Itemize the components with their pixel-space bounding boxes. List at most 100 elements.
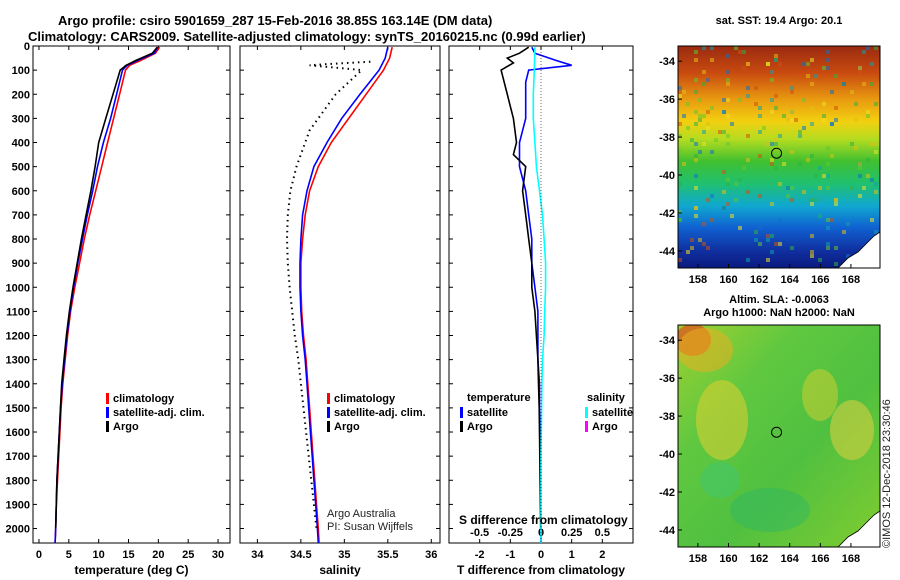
sst-pixel bbox=[826, 246, 830, 250]
sst-pixel bbox=[866, 158, 870, 162]
legend-swatch-s-argo bbox=[585, 421, 588, 432]
sst-pixel bbox=[846, 254, 850, 258]
sst-pixel bbox=[834, 118, 838, 122]
sst-pixel bbox=[694, 158, 698, 162]
sst-pixel bbox=[798, 130, 802, 134]
sst-pixel bbox=[678, 182, 682, 186]
sst-pixel bbox=[746, 62, 750, 66]
sst-pixel bbox=[834, 202, 838, 206]
y-tick-label: 700 bbox=[12, 210, 30, 222]
y-tick-label: 800 bbox=[12, 234, 30, 246]
sst-pixel bbox=[706, 198, 710, 202]
sst-pixel bbox=[770, 78, 774, 82]
sst-pixel bbox=[762, 126, 766, 130]
sst-pixel bbox=[694, 174, 698, 178]
sst-pixel bbox=[774, 94, 778, 98]
sst-pixel bbox=[774, 54, 778, 58]
imos-credit: ©IMOS 12-Dec-2018 23:30:46 bbox=[881, 399, 893, 548]
sst-pixel bbox=[770, 162, 774, 166]
sst-pixel bbox=[770, 234, 774, 238]
x-tick-label: -1 bbox=[505, 549, 515, 561]
sst-pixel bbox=[742, 50, 746, 54]
map-lat-label: -42 bbox=[659, 487, 675, 499]
sst-pixel bbox=[782, 114, 786, 118]
sst-pixel bbox=[870, 218, 874, 222]
argo-location-marker bbox=[771, 147, 783, 159]
sst-pixel bbox=[858, 66, 862, 70]
sst-pixel bbox=[814, 74, 818, 78]
sst-pixel bbox=[826, 226, 830, 230]
sst-pixel bbox=[814, 198, 818, 202]
map-lat-label: -40 bbox=[659, 449, 675, 461]
sst-pixel bbox=[730, 214, 734, 218]
sst-pixel bbox=[766, 142, 770, 146]
sst-pixel bbox=[754, 86, 758, 90]
sla-blob bbox=[802, 369, 838, 421]
sst-pixel bbox=[734, 182, 738, 186]
sst-pixel bbox=[698, 98, 702, 102]
coastline-shape bbox=[837, 231, 880, 268]
sst-pixel bbox=[702, 242, 706, 246]
s-tick-label: 0.25 bbox=[561, 527, 582, 539]
map-lat-label: -38 bbox=[659, 132, 675, 144]
sst-pixel bbox=[694, 206, 698, 210]
sst-pixel bbox=[850, 186, 854, 190]
sst-pixel bbox=[770, 202, 774, 206]
plot-frame bbox=[32, 45, 231, 544]
argo-location-marker bbox=[771, 426, 783, 438]
sst-pixel bbox=[790, 246, 794, 250]
sst-pixel bbox=[790, 110, 794, 114]
sst-pixel bbox=[858, 174, 862, 178]
sst-pixel bbox=[706, 126, 710, 130]
sst-pixel bbox=[846, 222, 850, 226]
sst-pixel bbox=[826, 242, 830, 246]
legend-label-s-argo: Argo bbox=[592, 421, 618, 433]
sst-pixel bbox=[734, 198, 738, 202]
sst-pixel bbox=[682, 114, 686, 118]
map-lat-label: -34 bbox=[659, 56, 676, 68]
map-lon-label: 162 bbox=[750, 274, 768, 286]
sst-pixel bbox=[766, 62, 770, 66]
sst-pixel bbox=[726, 202, 730, 206]
sst-pixel bbox=[862, 186, 866, 190]
y-tick-label: 1500 bbox=[6, 403, 30, 415]
sst-pixel bbox=[726, 182, 730, 186]
sst-pixel bbox=[726, 70, 730, 74]
y-tick-label: 500 bbox=[12, 162, 30, 174]
sst-pixel bbox=[830, 154, 834, 158]
sst-pixel bbox=[810, 154, 814, 158]
sst-pixel bbox=[746, 258, 750, 262]
sst-pixel bbox=[702, 142, 706, 146]
sst-pixel bbox=[690, 138, 694, 142]
x-tick-label: 5 bbox=[66, 549, 72, 561]
sst-pixel bbox=[806, 62, 810, 66]
s-tick-label: 0.5 bbox=[595, 527, 610, 539]
sst-pixel bbox=[818, 214, 822, 218]
temperature-legend: climatology satellite-adj. clim. Argo bbox=[106, 393, 205, 433]
sst-pixel bbox=[770, 70, 774, 74]
sst-pixel bbox=[738, 178, 742, 182]
sla-blob bbox=[830, 400, 874, 460]
sst-pixel bbox=[774, 242, 778, 246]
sst-pixel bbox=[698, 238, 702, 242]
sst-pixel bbox=[774, 138, 778, 142]
sst-map-axes: 158 160 162 164 166 168 -34 -36 -38 -40 -42 -44 bbox=[659, 56, 860, 286]
sst-pixel bbox=[758, 106, 762, 110]
x-tick-label: 0 bbox=[36, 549, 42, 561]
sst-pixel bbox=[870, 62, 874, 66]
sst-pixel bbox=[686, 126, 690, 130]
sst-pixel bbox=[858, 166, 862, 170]
sst-pixel bbox=[826, 58, 830, 62]
sst-pixel bbox=[810, 250, 814, 254]
sst-pixel bbox=[710, 218, 714, 222]
sst-pixel bbox=[734, 46, 738, 50]
sst-pixel bbox=[830, 122, 834, 126]
y-tick-label: 300 bbox=[12, 113, 30, 125]
sst-pixel bbox=[710, 150, 714, 154]
y-tick-label: 900 bbox=[12, 258, 30, 270]
legend-swatch-argo bbox=[106, 421, 109, 432]
sst-pixel bbox=[774, 58, 778, 62]
sst-pixel bbox=[678, 134, 682, 138]
x-tick-label: -2 bbox=[475, 549, 485, 561]
x-tick-label: 0 bbox=[538, 549, 544, 561]
